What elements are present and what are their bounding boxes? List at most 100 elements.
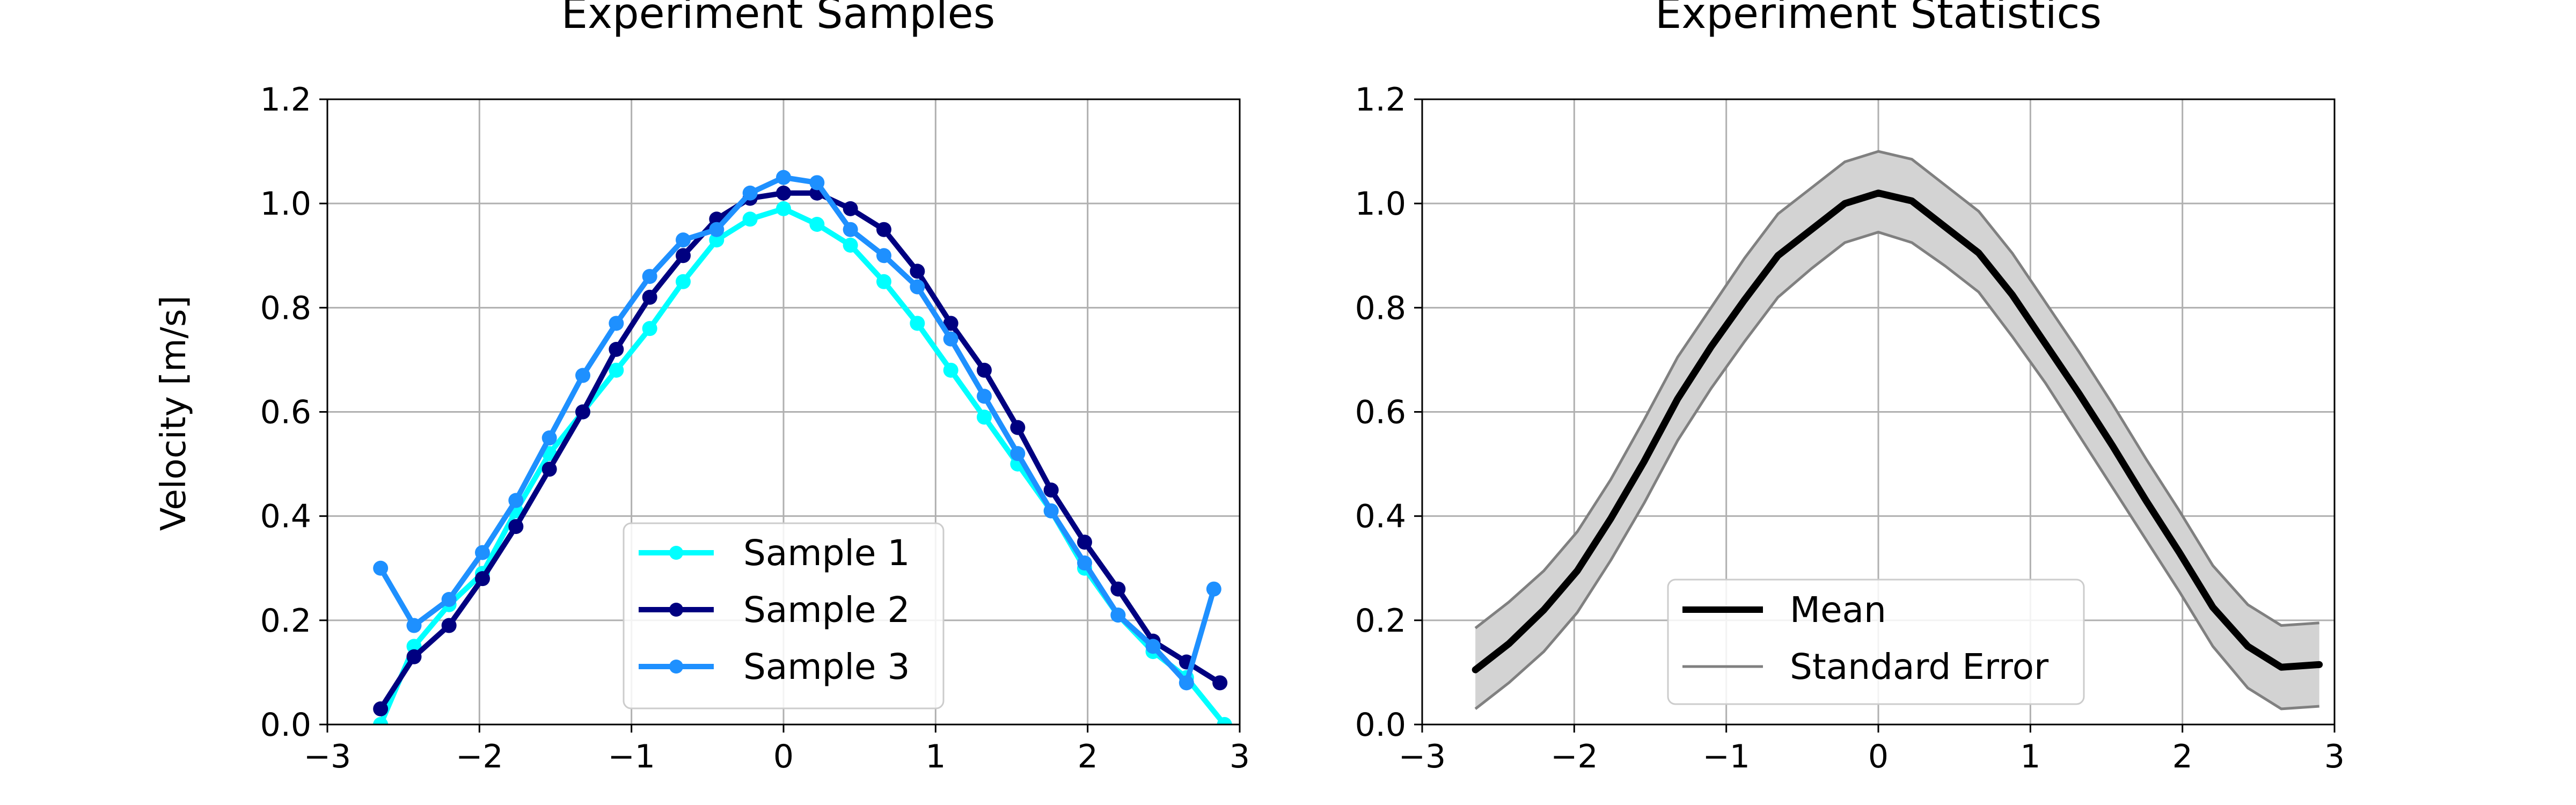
- samples-x-tick-label: 2: [1078, 738, 1098, 775]
- sample-2-point: [676, 248, 691, 264]
- statistics-chart: Experiment Statistics −3 −2 −1 0 1 2 3 0.0 0.2 0.…: [1355, 0, 2345, 775]
- sample-3-point: [1110, 608, 1126, 623]
- legend-label-sample-3: Sample 3: [743, 646, 910, 687]
- mean-line: [1472, 189, 2323, 674]
- samples-plot-area: [373, 170, 1232, 724]
- sample-1-point: [676, 274, 691, 289]
- sample-3-point: [642, 269, 657, 284]
- sample-3-point: [1206, 581, 1221, 597]
- legend-label-sample-1: Sample 1: [743, 532, 910, 574]
- sample-3-point: [943, 331, 958, 347]
- sample-3-point: [1145, 639, 1161, 654]
- samples-y-tick-label: 1.0: [260, 185, 311, 223]
- statistics-y-tick-label: 0.0: [1355, 706, 1406, 744]
- statistics-x-tick-label: −1: [1702, 738, 1750, 775]
- statistics-ticks: −3 −2 −1 0 1 2 3 0.0 0.2 0.4 0.6 0.8 1.0 1.2: [1355, 81, 2345, 775]
- samples-y-tick-label: 0.6: [260, 394, 311, 431]
- legend-marker-sample-3: [669, 660, 683, 674]
- sample-3-point: [575, 368, 590, 383]
- sample-3-point: [742, 185, 758, 201]
- legend-entry-standard-error: Standard Error: [1682, 646, 2049, 687]
- samples-chart: Experiment Samples Velocity [m/s] −3 −2 −1…: [154, 0, 1250, 775]
- statistics-series-layer: [1472, 150, 2323, 711]
- sample-3-point: [541, 430, 557, 446]
- sample-3-point: [441, 592, 457, 607]
- sample-3-point: [373, 560, 389, 576]
- statistics-x-tick-label: −3: [1399, 738, 1446, 775]
- sample-3-point: [1077, 555, 1092, 571]
- legend-label-sample-2: Sample 2: [743, 589, 910, 631]
- sample-2-point: [406, 649, 422, 664]
- samples-x-tick-label: −2: [456, 738, 503, 775]
- sample-1-point: [943, 362, 958, 378]
- sample-1-point: [910, 316, 925, 331]
- sample-3-point: [910, 279, 925, 295]
- standard-error-lower-line: [1474, 231, 2319, 711]
- sample-2-point: [1043, 482, 1059, 498]
- sample-2-line: [378, 190, 1223, 712]
- sample-2-point: [609, 342, 624, 357]
- sample-2-point: [475, 571, 490, 587]
- sample-1-point: [373, 717, 389, 724]
- sample-3-point: [809, 175, 825, 191]
- samples-y-tick-label: 0.2: [260, 602, 311, 640]
- statistics-x-tick-label: −2: [1550, 738, 1598, 775]
- samples-x-tick-label: −1: [608, 738, 655, 775]
- standard-error-upper-line: [1474, 150, 2319, 630]
- sample-2-point: [843, 201, 858, 216]
- statistics-y-tick-label: 0.8: [1355, 289, 1406, 327]
- samples-legend: Sample 1 Sample 2 Sample 3: [623, 522, 945, 709]
- sample-3-line: [378, 174, 1217, 686]
- sample-1-point: [609, 362, 624, 378]
- standard-error-band: [1475, 151, 2319, 709]
- legend-label-standard-error: Standard Error: [1790, 646, 2049, 687]
- sample-2-point: [776, 185, 791, 201]
- statistics-chart-title: Experiment Statistics: [1655, 0, 2102, 38]
- sample-2-point: [977, 362, 992, 378]
- sample-2-point: [1077, 535, 1092, 550]
- sample-3-point: [1043, 503, 1059, 518]
- sample-1-point: [642, 321, 657, 336]
- sample-3-point: [508, 493, 524, 508]
- statistics-y-tick-label: 0.2: [1355, 602, 1406, 640]
- velocity-axis-title: Velocity [m/s]: [154, 296, 194, 531]
- samples-x-tick-label: −3: [304, 738, 351, 775]
- sample-2-point: [910, 264, 925, 279]
- statistics-x-tick-label: 0: [1868, 738, 1889, 775]
- legend-marker-sample-1: [669, 546, 683, 560]
- sample-3-point: [1010, 446, 1026, 462]
- samples-chart-title: Experiment Samples: [561, 0, 996, 38]
- sample-2-point: [943, 316, 958, 331]
- sample-1-point: [876, 274, 891, 289]
- samples-y-tick-label: 0.4: [260, 498, 311, 536]
- legend-entry-sample-2: Sample 2: [639, 589, 910, 631]
- sample-2-point: [1010, 420, 1026, 435]
- legend-entry-sample-1: Sample 1: [639, 532, 910, 574]
- samples-legend-box: [623, 522, 945, 709]
- sample-3-point: [676, 232, 691, 248]
- statistics-y-tick-label: 0.6: [1355, 394, 1406, 431]
- legend-entry-sample-3: Sample 3: [639, 646, 910, 687]
- sample-3-point: [776, 170, 791, 185]
- statistics-y-tick-label: 1.2: [1355, 81, 1406, 119]
- sample-3-point: [843, 222, 858, 237]
- sample-3-point: [609, 316, 624, 331]
- sample-1-point: [1217, 717, 1232, 724]
- legend-marker-sample-2: [669, 603, 683, 617]
- samples-y-tick-label: 0.0: [260, 706, 311, 744]
- statistics-y-tick-label: 0.4: [1355, 498, 1406, 536]
- sample-2-point: [1212, 675, 1228, 691]
- sample-3-point: [1179, 675, 1194, 691]
- statistics-y-tick-label: 1.0: [1355, 185, 1406, 223]
- sample-1-point: [709, 232, 724, 248]
- statistics-x-tick-label: 3: [2324, 738, 2345, 775]
- sample-2-point: [642, 289, 657, 305]
- sample-1-point: [776, 201, 791, 216]
- sample-1-point: [977, 409, 992, 425]
- sample-2-point: [575, 404, 590, 420]
- sample-2-point: [373, 701, 389, 716]
- sample-3-point: [876, 248, 891, 264]
- samples-series-layer: [373, 170, 1232, 724]
- samples-y-tick-label: 0.8: [260, 289, 311, 327]
- samples-y-tick-label: 1.2: [260, 81, 311, 119]
